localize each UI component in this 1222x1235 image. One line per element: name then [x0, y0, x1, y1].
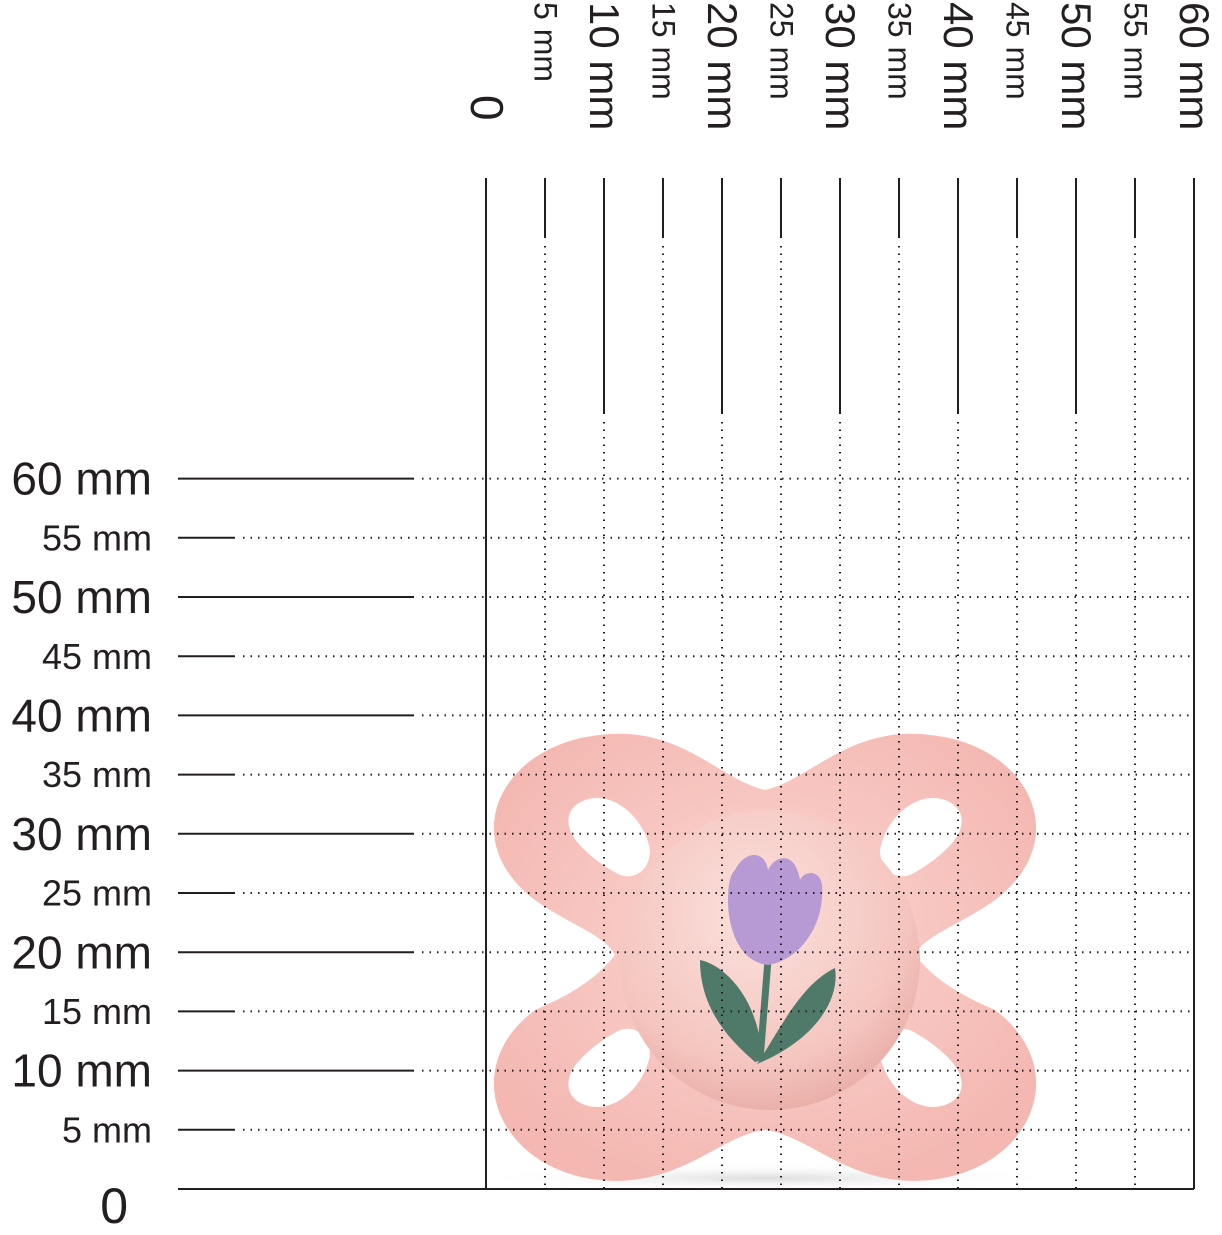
y-tick-label: 10 mm — [11, 1045, 152, 1097]
y-tick-label: 0 — [100, 1178, 128, 1234]
x-tick-label: 0 — [461, 95, 513, 121]
y-tick-label: 15 mm — [42, 991, 152, 1032]
shield-hole-bottom-right — [880, 1028, 962, 1107]
tulip-stem — [756, 959, 772, 1061]
top-axis-labels: 0 5 mm 10 mm 15 mm 20 mm 25 mm 30 mm 35 mm 40 mm… — [461, 2, 1218, 130]
x-tick-label: 55 mm — [1117, 2, 1153, 100]
y-tick-label: 45 mm — [42, 636, 152, 677]
y-tick-label: 30 mm — [11, 808, 152, 860]
horizontal-gridlines — [178, 477, 1194, 1190]
x-tick-label: 10 mm — [581, 2, 628, 130]
y-tick-label: 40 mm — [11, 690, 152, 742]
x-tick-label: 20 mm — [699, 2, 746, 130]
x-tick-label: 60 mm — [1171, 2, 1218, 130]
y-tick-label: 50 mm — [11, 571, 152, 623]
tulip-flower — [728, 855, 823, 965]
x-tick-label: 45 mm — [999, 2, 1035, 100]
left-axis-labels: 0 5 mm 10 mm 15 mm 20 mm 25 mm 30 mm 35 mm 40 mm… — [11, 453, 152, 1234]
x-tick-label: 40 mm — [935, 2, 982, 130]
shield-hole-top-right — [880, 798, 962, 877]
x-tick-label: 50 mm — [1053, 2, 1100, 130]
y-tick-label: 20 mm — [11, 926, 152, 978]
shield-hole-bottom-left — [568, 1028, 650, 1107]
x-tick-label: 25 mm — [763, 2, 799, 100]
y-tick-label: 35 mm — [42, 754, 152, 795]
pacifier-illustration — [465, 733, 1065, 1192]
vertical-gridlines — [485, 178, 1195, 1189]
pacifier-shadow — [465, 1164, 1065, 1192]
y-tick-label: 5 mm — [62, 1109, 152, 1150]
y-tick-label: 60 mm — [11, 453, 152, 505]
x-tick-label: 35 mm — [881, 2, 917, 100]
x-tick-label: 15 mm — [645, 2, 681, 100]
y-tick-label: 25 mm — [42, 873, 152, 914]
y-tick-label: 55 mm — [42, 517, 152, 558]
shield-hole-top-left — [568, 798, 650, 877]
x-tick-label: 30 mm — [817, 2, 864, 130]
x-tick-label: 5 mm — [527, 2, 563, 82]
tulip-leaf-right — [757, 968, 836, 1064]
